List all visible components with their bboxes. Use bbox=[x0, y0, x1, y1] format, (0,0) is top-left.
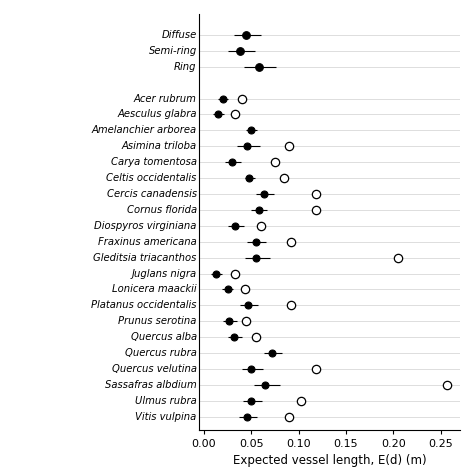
Text: Platanus occidentalis: Platanus occidentalis bbox=[91, 300, 197, 311]
Text: Ring: Ring bbox=[174, 62, 197, 72]
Text: Juglans nigra: Juglans nigra bbox=[132, 269, 197, 278]
Text: Sassafras albdium: Sassafras albdium bbox=[105, 380, 197, 390]
Text: Quercus velutina: Quercus velutina bbox=[112, 364, 197, 374]
Text: Quercus alba: Quercus alba bbox=[130, 332, 197, 342]
X-axis label: Expected vessel length, E(d) (m): Expected vessel length, E(d) (m) bbox=[233, 454, 426, 467]
Text: Amelanchier arborea: Amelanchier arborea bbox=[91, 126, 197, 135]
Text: Semi-ring: Semi-ring bbox=[148, 46, 197, 56]
Text: Diospyros virginiana: Diospyros virginiana bbox=[94, 221, 197, 231]
Text: Cornus florida: Cornus florida bbox=[127, 205, 197, 215]
Text: Aesculus glabra: Aesculus glabra bbox=[117, 110, 197, 119]
Text: Carya tomentosa: Carya tomentosa bbox=[111, 157, 197, 167]
Text: Lonicera maackii: Lonicera maackii bbox=[112, 285, 197, 295]
Text: Prunus serotina: Prunus serotina bbox=[118, 316, 197, 326]
Text: Cercis canadensis: Cercis canadensis bbox=[107, 189, 197, 199]
Text: Quercus rubra: Quercus rubra bbox=[125, 348, 197, 358]
Text: Gleditsia triacanthos: Gleditsia triacanthos bbox=[93, 253, 197, 262]
Text: Celtis occidentalis: Celtis occidentalis bbox=[106, 173, 197, 183]
Text: Diffuse: Diffuse bbox=[162, 30, 197, 40]
Text: Vitis vulpina: Vitis vulpina bbox=[136, 412, 197, 422]
Text: Asimina triloba: Asimina triloba bbox=[122, 141, 197, 151]
Text: Fraxinus americana: Fraxinus americana bbox=[98, 237, 197, 247]
Text: Acer rubrum: Acer rubrum bbox=[134, 93, 197, 103]
Text: Ulmus rubra: Ulmus rubra bbox=[135, 396, 197, 406]
